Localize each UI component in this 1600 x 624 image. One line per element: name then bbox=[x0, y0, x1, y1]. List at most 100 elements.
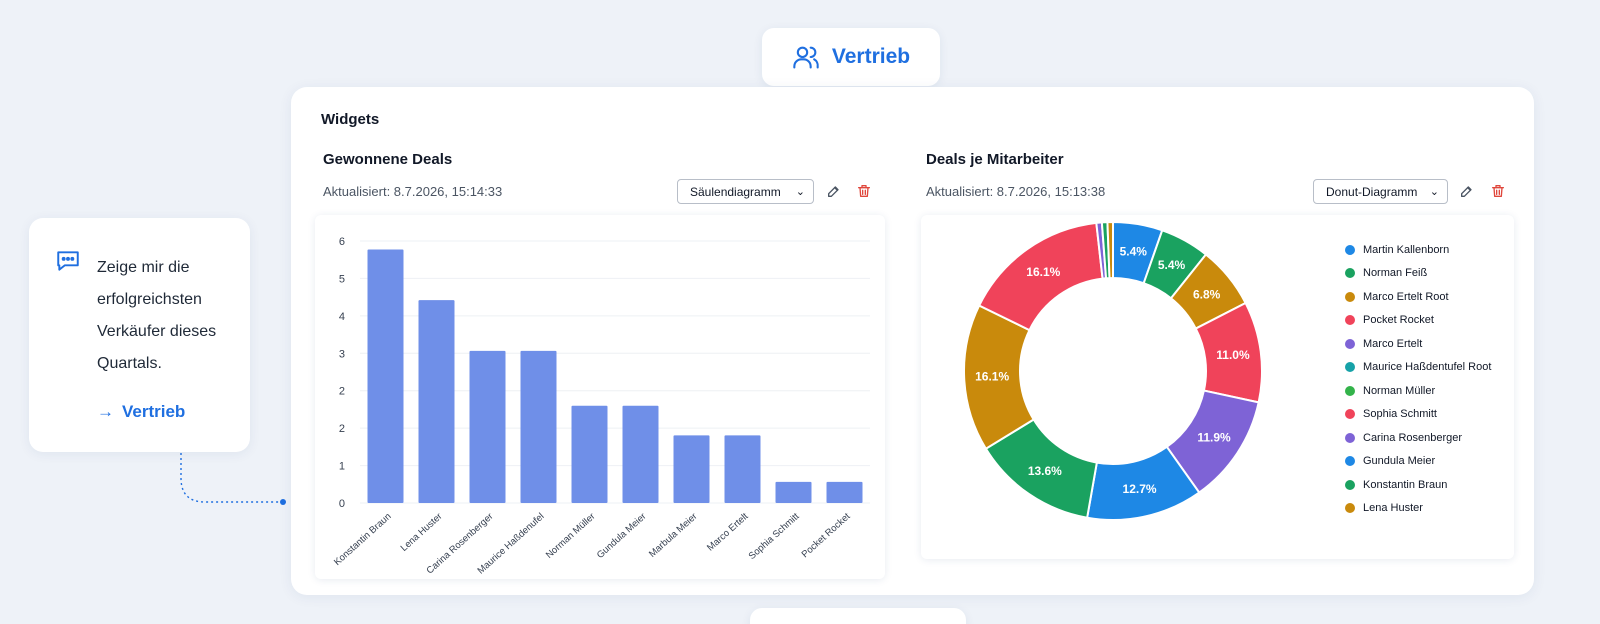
prompt-card: Zeige mir die erfolgreichsten Verkäufer … bbox=[29, 218, 250, 452]
y-tick-label: 2 bbox=[339, 386, 345, 398]
legend-label: Carina Rosenberger bbox=[1363, 431, 1463, 444]
slice-label: 5.4% bbox=[1158, 258, 1186, 272]
y-tick-label: 1 bbox=[339, 461, 345, 473]
slice-label: 11.0% bbox=[1216, 348, 1250, 362]
chevron-down-icon: ⌄ bbox=[1429, 186, 1439, 198]
legend-item[interactable]: Lena Huster bbox=[1345, 497, 1491, 521]
legend-item[interactable]: Norman Feiß bbox=[1345, 262, 1491, 286]
y-tick-label: 4 bbox=[339, 311, 345, 323]
legend-label: Lena Huster bbox=[1363, 502, 1423, 515]
chevron-down-icon: ⌄ bbox=[795, 186, 805, 198]
donut-slice[interactable] bbox=[1106, 220, 1114, 280]
next-badge[interactable] bbox=[750, 608, 966, 624]
legend-item[interactable]: Pocket Rocket bbox=[1345, 309, 1491, 333]
arrow-right-icon: → bbox=[97, 402, 114, 421]
donut-chart-panel: 5.4% 5.4% 6.8% 11.0% 11.9% 12.7% 13.6% 16.1% 16.… bbox=[921, 215, 1514, 559]
edit-icon[interactable] bbox=[1459, 183, 1475, 199]
bar[interactable] bbox=[520, 350, 557, 503]
chart-type-select[interactable]: Donut-Diagramm ⌄ bbox=[1313, 179, 1448, 204]
bar[interactable] bbox=[724, 435, 761, 503]
bar[interactable] bbox=[826, 481, 863, 503]
prompt-link[interactable]: → Vertrieb bbox=[97, 402, 185, 422]
prompt-link-label: Vertrieb bbox=[122, 402, 186, 421]
legend-label: Sophia Schmitt bbox=[1363, 408, 1437, 421]
chat-icon bbox=[57, 251, 79, 271]
x-tick-label: Pocket Rocket bbox=[800, 511, 853, 560]
legend-dot bbox=[1345, 479, 1355, 490]
legend-label: Konstantin Braun bbox=[1363, 478, 1448, 491]
legend-dot bbox=[1345, 409, 1355, 420]
prompt-line: Zeige mir die bbox=[97, 259, 190, 276]
legend-item[interactable]: Norman Müller bbox=[1345, 379, 1491, 403]
department-badge-label: Vertrieb bbox=[831, 45, 911, 68]
x-tick-label: Lena Huster bbox=[399, 511, 445, 554]
donut-chart: 5.4% 5.4% 6.8% 11.0% 11.9% 12.7% 13.6% 16.1% 16.… bbox=[963, 220, 1263, 521]
x-tick-label: Marbula Meier bbox=[647, 511, 699, 560]
y-tick-label: 0 bbox=[339, 498, 345, 510]
chart-type-select-value: Donut-Diagramm bbox=[1326, 184, 1418, 199]
delete-icon[interactable] bbox=[856, 183, 872, 199]
legend-item[interactable]: Maurice Haßdentufel Root bbox=[1345, 356, 1491, 380]
legend-item[interactable]: Konstantin Braun bbox=[1345, 473, 1491, 497]
slice-label: 16.1% bbox=[1026, 265, 1060, 279]
legend-item[interactable]: Gundula Meier bbox=[1345, 450, 1491, 474]
slice-label: 12.7% bbox=[1123, 482, 1157, 496]
x-tick-label: Gundula Meier bbox=[595, 511, 649, 561]
y-tick-label: 3 bbox=[339, 348, 345, 360]
bar[interactable] bbox=[673, 435, 710, 503]
legend-dot bbox=[1345, 456, 1355, 467]
legend-label: Norman Feiß bbox=[1363, 267, 1428, 280]
x-tick-label: Sophia Schmitt bbox=[747, 511, 802, 562]
legend-dot bbox=[1345, 268, 1355, 279]
bar[interactable] bbox=[571, 405, 608, 503]
legend-dot bbox=[1345, 315, 1355, 326]
legend-item[interactable]: Carina Rosenberger bbox=[1345, 426, 1491, 450]
widget-title: Deals je Mitarbeiter bbox=[926, 151, 1064, 168]
bar[interactable] bbox=[622, 405, 659, 503]
legend-dot bbox=[1345, 362, 1355, 373]
widgets-title: Widgets bbox=[321, 111, 380, 128]
x-tick-label: Konstantin Braun bbox=[332, 511, 394, 568]
delete-icon[interactable] bbox=[1490, 183, 1506, 199]
edit-icon[interactable] bbox=[826, 183, 842, 199]
legend-dot bbox=[1345, 291, 1355, 302]
chart-type-select[interactable]: Säulendiagramm ⌄ bbox=[677, 179, 814, 204]
department-badge[interactable]: Vertrieb bbox=[762, 28, 940, 86]
legend-label: Martin Kallenborn bbox=[1363, 243, 1450, 256]
bar-chart-panel: 0 1 2 2 3 4 5 6 Konstantin Braun Lena Huster Carin… bbox=[315, 215, 885, 579]
prompt-line: Quartals. bbox=[97, 355, 162, 372]
legend-dot bbox=[1345, 503, 1355, 514]
legend-label: Marco Ertelt Root bbox=[1363, 290, 1449, 303]
legend-item[interactable]: Marco Ertelt bbox=[1345, 332, 1491, 356]
slice-label: 16.1% bbox=[975, 370, 1009, 384]
bar[interactable] bbox=[775, 481, 812, 503]
y-tick-label: 5 bbox=[339, 273, 345, 285]
legend-item[interactable]: Sophia Schmitt bbox=[1345, 403, 1491, 427]
legend-label: Pocket Rocket bbox=[1363, 314, 1434, 327]
bar[interactable] bbox=[418, 300, 455, 503]
x-tick-label: Norman Müller bbox=[544, 511, 598, 561]
prompt-line: Verkäufer dieses bbox=[97, 323, 217, 340]
x-tick-label: Marco Ertelt bbox=[705, 511, 751, 554]
legend-label: Norman Müller bbox=[1363, 384, 1436, 397]
legend-label: Maurice Haßdentufel Root bbox=[1363, 361, 1492, 374]
bar[interactable] bbox=[367, 249, 404, 503]
slice-label: 5.4% bbox=[1120, 245, 1148, 259]
users-icon bbox=[793, 46, 819, 69]
chart-type-select-value: Säulendiagramm bbox=[690, 184, 781, 199]
bar[interactable] bbox=[469, 350, 506, 503]
widget-updated: Aktualisiert: 8.7.2026, 15:14:33 bbox=[323, 184, 503, 199]
prompt-line: erfolgreichsten bbox=[97, 291, 202, 308]
legend-item[interactable]: Marco Ertelt Root bbox=[1345, 285, 1491, 309]
y-tick-label: 2 bbox=[339, 423, 345, 435]
legend-item[interactable]: Martin Kallenborn bbox=[1345, 238, 1491, 262]
legend-dot bbox=[1345, 244, 1355, 255]
widget-updated: Aktualisiert: 8.7.2026, 15:13:38 bbox=[926, 184, 1106, 199]
donut-legend: Martin Kallenborn Norman Feiß Marco Ertelt… bbox=[1345, 238, 1491, 520]
y-tick-label: 6 bbox=[339, 236, 345, 248]
legend-dot bbox=[1345, 432, 1355, 443]
widget-title: Gewonnene Deals bbox=[323, 151, 453, 168]
legend-dot bbox=[1345, 338, 1355, 349]
slice-label: 6.8% bbox=[1193, 287, 1221, 301]
